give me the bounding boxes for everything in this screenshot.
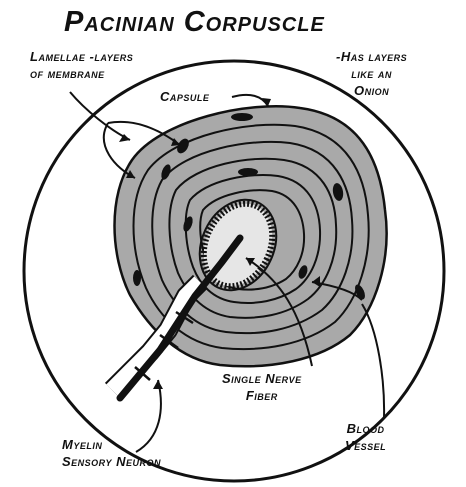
vessel-dot	[133, 270, 141, 286]
label-capsule: Capsule	[160, 89, 210, 104]
axon	[116, 234, 244, 402]
arrowhead	[246, 258, 255, 266]
diagram-title: Pacinian Corpuscle	[64, 6, 325, 38]
arrowhead	[171, 138, 180, 146]
label-myelin: Myelin Sensory Neuron	[62, 436, 161, 470]
label-nerve-fiber: Single Nerve Fiber	[222, 370, 302, 404]
lamella-ring	[132, 123, 370, 351]
lamella-ring	[184, 174, 322, 304]
arrowhead	[312, 276, 320, 287]
vessel-dot	[332, 183, 344, 201]
label-nerve-line2: Fiber	[245, 388, 278, 403]
label-lamellae-line1: Lamellae -layers	[30, 49, 134, 64]
label-myelin-line2: Sensory Neuron	[62, 454, 162, 469]
label-onion-line2: like an	[351, 66, 392, 81]
inner-core-outline	[198, 198, 278, 292]
lamella-ring	[168, 157, 338, 319]
arrowhead	[153, 380, 163, 389]
vessel-dot	[177, 138, 189, 154]
vessel-dot	[183, 216, 193, 232]
arrow-lamellae-1	[69, 91, 131, 141]
nerve-fiber	[104, 234, 244, 402]
vessel-dot	[161, 164, 171, 180]
label-myelin-line1: Myelin	[62, 437, 103, 452]
label-blood-line1: Blood	[346, 421, 385, 436]
arrowhead	[262, 98, 271, 106]
blood-vessels	[133, 113, 365, 300]
label-nerve-line1: Single Nerve	[222, 371, 302, 386]
label-onion-line1: -Has layers	[336, 49, 408, 64]
arrowhead	[119, 134, 130, 142]
vessel-dot	[298, 265, 308, 279]
arrowheads	[119, 98, 320, 389]
label-onion: -Has layers like an Onion	[336, 48, 407, 99]
lamella-ring	[151, 140, 354, 335]
myelin-sheath-fill	[106, 276, 206, 396]
arrow-capsule	[231, 93, 269, 107]
label-lamellae: Lamellae -layers of membrane	[30, 48, 133, 82]
label-blood-line2: Vessel	[345, 438, 387, 453]
arrow-nerve	[245, 257, 313, 367]
label-lamellae-line2: of membrane	[30, 66, 105, 81]
label-onion-line3: Onion	[354, 83, 390, 98]
vessel-dot	[231, 113, 253, 121]
label-blood-vessel: Blood Vessel	[345, 420, 386, 454]
arrow-blood-1	[361, 303, 386, 419]
outer-circle	[22, 59, 446, 483]
myelin-nodes	[134, 310, 194, 381]
vessel-dot	[238, 168, 258, 176]
arrowhead	[126, 170, 135, 178]
